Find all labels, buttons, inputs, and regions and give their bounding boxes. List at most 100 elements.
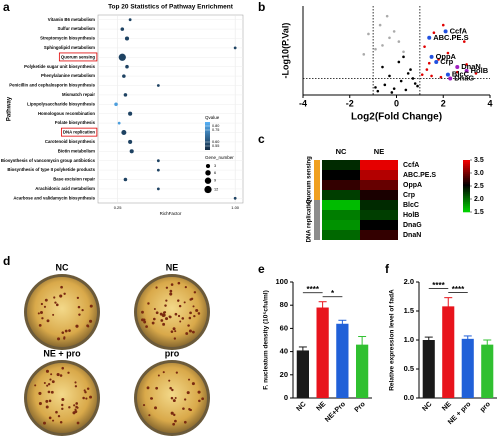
x-tick-label: -2 (346, 98, 354, 108)
colorbar-label: 2.5 (474, 183, 484, 190)
colony (76, 296, 80, 299)
bubble (124, 36, 130, 41)
point (392, 30, 396, 33)
colony (49, 378, 52, 381)
highlight-box (61, 127, 98, 137)
colorbar-label: 0.60 (212, 140, 219, 144)
colorbar-label: 3.0 (474, 170, 484, 177)
colony (183, 301, 186, 304)
category-label: Phenylalanine metabolism (41, 73, 95, 78)
heat-cell (360, 230, 398, 240)
bar (442, 306, 455, 398)
category-label: Base excision repair (53, 177, 95, 182)
colony (83, 389, 86, 392)
colony (61, 366, 64, 370)
colorbar-step (463, 200, 470, 203)
y-tick-label: 100 (275, 277, 288, 286)
colony (81, 308, 84, 312)
colorbar-label: 0.75 (212, 128, 219, 132)
colony (61, 397, 65, 401)
heat-cell (360, 180, 398, 190)
x-tick-label: Pro (354, 401, 367, 414)
colony (84, 391, 87, 394)
colony (47, 390, 51, 394)
panel-letter: b (258, 0, 265, 14)
colorbar-step (463, 160, 470, 163)
bubble (233, 196, 237, 200)
heat-cell (360, 200, 398, 210)
bubble (128, 18, 132, 22)
colorbar-step (463, 176, 470, 179)
y-tick-label: 0 (284, 393, 288, 402)
point (397, 40, 401, 43)
colony (143, 320, 147, 324)
gene-point (427, 35, 432, 40)
colony (162, 371, 165, 374)
category-label: Streptomycin biosynthesis (40, 36, 96, 41)
y-axis-label: Relative expression level of fadA (389, 289, 396, 391)
sig-label: **** (307, 285, 320, 294)
bar (336, 323, 349, 398)
colony (59, 374, 63, 377)
category-label: Vitamin B6 metabolism (48, 17, 95, 22)
sig-label: * (331, 289, 335, 298)
row-label: CcfA (403, 162, 419, 169)
colony (183, 398, 187, 401)
point (388, 36, 391, 40)
size-key (205, 164, 211, 169)
dish-label: pro (165, 348, 180, 358)
colony (173, 337, 177, 340)
colorbar-step (463, 162, 470, 165)
row-label: HolB (403, 212, 419, 219)
row-label: BlcC (403, 202, 419, 209)
dish-label: NE + pro (43, 348, 81, 358)
heat-cell (322, 220, 360, 230)
colony (75, 402, 79, 405)
row-label: Crp (403, 192, 415, 199)
colorbar-step (463, 172, 470, 175)
colony (159, 312, 163, 316)
point (425, 68, 429, 71)
colony (148, 414, 151, 417)
colorbar-label: 3.5 (474, 157, 484, 164)
colony (191, 330, 195, 334)
colony (171, 388, 174, 392)
colony (170, 396, 174, 400)
point (420, 73, 424, 76)
colony (177, 281, 181, 285)
colony (64, 329, 68, 333)
dish (137, 277, 207, 347)
colony (67, 371, 70, 374)
colorbar-step (463, 174, 470, 177)
colony (89, 304, 93, 308)
colony (192, 305, 195, 308)
bubble (156, 159, 160, 163)
colony (68, 406, 71, 409)
colony (197, 312, 201, 315)
legend-title: Gene_number (205, 155, 234, 160)
size-key (204, 177, 212, 184)
colony (43, 305, 47, 308)
colorbar-step (463, 168, 470, 171)
point (402, 50, 405, 54)
x-tick-label: 0.25 (114, 205, 123, 210)
heat-cell (360, 170, 398, 180)
size-label: 3 (214, 164, 216, 168)
colony (82, 396, 85, 400)
colony (170, 283, 174, 286)
size-label: 12 (214, 188, 218, 192)
category-label: Quorum sensing (61, 54, 96, 59)
colorbar-step (463, 210, 470, 213)
size-label: 6 (214, 171, 216, 175)
colony (141, 318, 145, 322)
size-label: 9 (214, 179, 216, 183)
point (378, 23, 382, 27)
colony (172, 399, 176, 403)
colorbar-step (463, 194, 470, 197)
colony (34, 384, 37, 387)
bubble (121, 129, 127, 136)
colony (170, 411, 174, 415)
dish-label: NE (166, 262, 179, 272)
point (432, 31, 436, 34)
bar (481, 344, 494, 398)
